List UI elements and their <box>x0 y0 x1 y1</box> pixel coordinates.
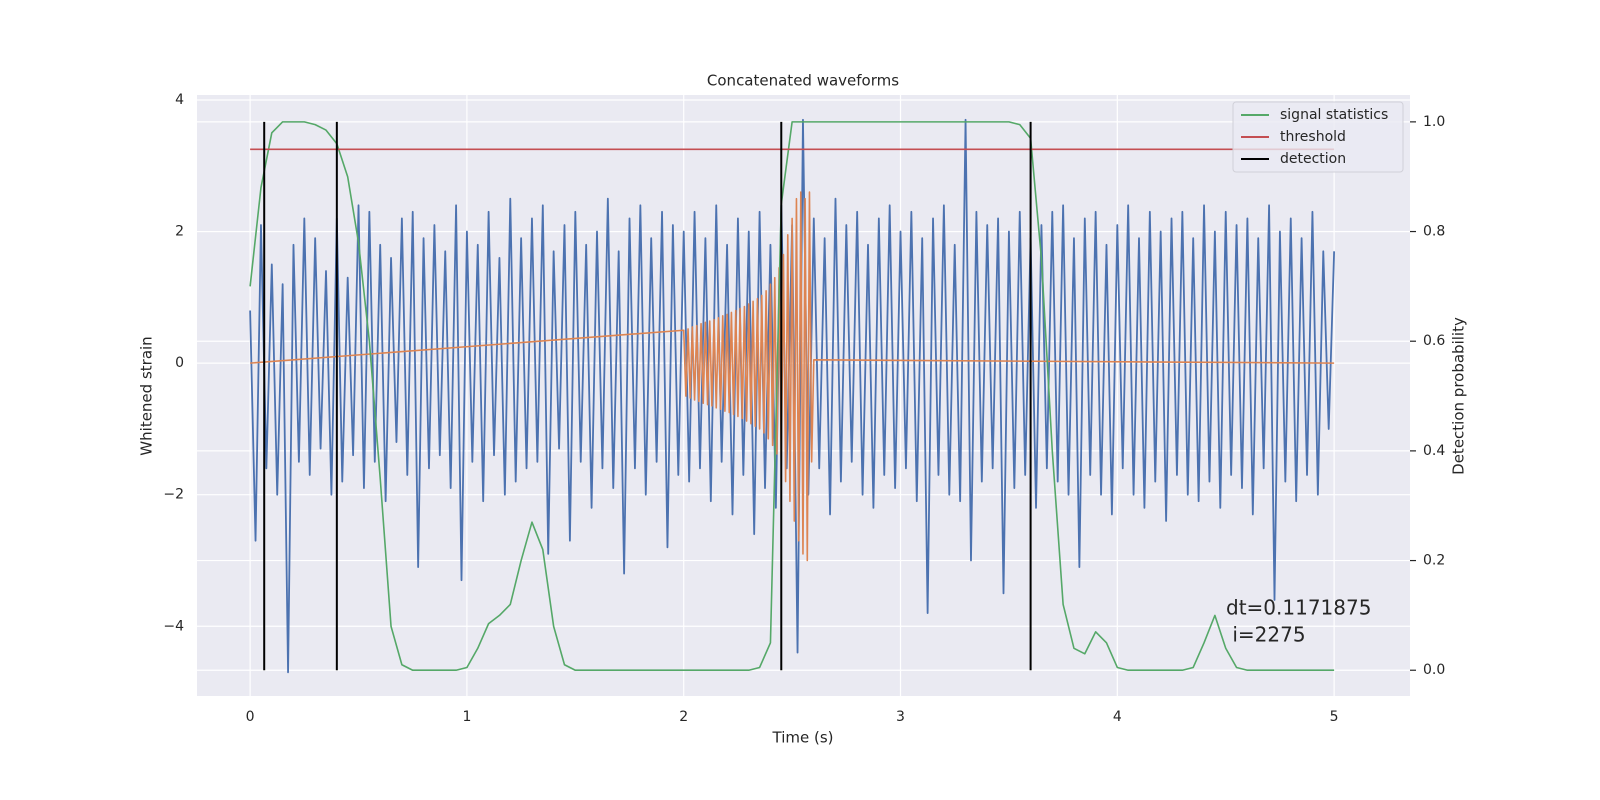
y2-tick-label: 0.6 <box>1423 333 1445 349</box>
x-axis-label: Time (s) <box>772 729 834 747</box>
chart-title: Concatenated waveforms <box>707 72 899 90</box>
legend-label: detection <box>1280 151 1346 167</box>
legend-label: threshold <box>1280 129 1346 145</box>
y-tick-label: 0 <box>175 355 184 371</box>
x-tick-label: 4 <box>1113 709 1122 725</box>
y-tick-label: 2 <box>175 224 184 240</box>
annotation: i=2275 <box>1226 623 1306 647</box>
y-tick-label: 4 <box>175 92 184 108</box>
legend-label: signal statistics <box>1280 107 1388 123</box>
legend: signal statistics threshold detection <box>1232 101 1404 173</box>
marks <box>249 118 1336 674</box>
x-tick-label: 5 <box>1330 709 1339 725</box>
x-tick-label: 3 <box>896 709 905 725</box>
series-line <box>250 191 1335 562</box>
y2-tick-label: 0.2 <box>1423 553 1445 569</box>
x-tick-label: 2 <box>679 709 688 725</box>
legend-box <box>1232 101 1404 173</box>
y2-tick-label: 1.0 <box>1423 114 1445 130</box>
y-axis-label: Whitened strain <box>138 336 156 455</box>
x-tick-label: 1 <box>462 709 471 725</box>
series-line <box>249 121 1335 672</box>
x-tick-label: 0 <box>246 709 255 725</box>
annotation: dt=0.1171875 <box>1226 596 1371 620</box>
y-tick-label: −2 <box>163 487 184 503</box>
y-tick-label: −4 <box>163 618 184 634</box>
y2-tick-label: 0.4 <box>1423 443 1445 459</box>
y2-axis-label: Detection probability <box>1450 317 1468 475</box>
y2-tick-label: 0.8 <box>1423 224 1445 240</box>
y2-tick-label: 0.0 <box>1423 662 1445 678</box>
